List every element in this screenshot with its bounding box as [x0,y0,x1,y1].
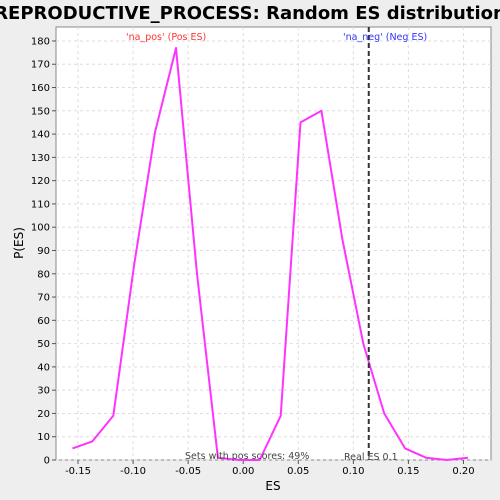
y-tick-label: 180 [31,36,50,47]
y-tick-label: 140 [31,130,50,141]
x-tick-label: 0.20 [452,466,474,477]
series-layer [72,27,469,461]
axes: 0 10 20 30 40 50 60 70 80 90 100 110 120 130 140 150 160… [31,36,475,477]
x-tick-label: -0.10 [120,466,146,477]
y-tick-label: 10 [37,432,50,443]
neg-es-label: 'na_neg' (Neg ES) [343,32,427,43]
y-tick-label: 20 [37,409,50,420]
y-tick-label: 60 [37,316,50,327]
y-tick-label: 110 [31,199,50,210]
x-tick-label: -0.15 [65,466,91,477]
y-tick-label: 130 [31,153,50,164]
y-tick-label: 80 [37,269,50,280]
y-axis-label: P(ES) [12,227,26,259]
real-es-label: Real ES 0.1 [344,452,398,463]
es-distribution-line [72,47,469,461]
y-tick-label: 170 [31,60,50,71]
y-tick-label: 70 [37,293,50,304]
pos-es-label: 'na_pos' (Pos ES) [126,32,206,43]
chart-title: REPRODUCTIVE_PROCESS: Random ES distribu… [0,3,500,24]
x-tick-label: -0.05 [175,466,201,477]
y-tick-label: 40 [37,362,50,373]
sets-with-pos-label: Sets with pos scores: 49% [185,451,309,462]
x-tick-label: 0.15 [397,466,419,477]
y-tick-label: 150 [31,106,50,117]
y-tick-label: 100 [31,223,50,234]
plot-area [55,26,492,461]
x-tick-label: 0.05 [287,466,309,477]
annotations: 'na_pos' (Pos ES) 'na_neg' (Neg ES) Sets… [126,32,427,463]
y-tick-label: 30 [37,386,50,397]
x-axis-label: ES [265,479,280,493]
y-tick-label: 50 [37,339,50,350]
y-tick-label: 160 [31,83,50,94]
y-tick-label: 0 [44,456,50,467]
gridlines [56,27,491,461]
x-tick-label: 0.00 [232,466,254,477]
x-tick-label: 0.10 [342,466,364,477]
y-tick-label: 90 [37,246,50,257]
y-tick-label: 120 [31,176,50,187]
